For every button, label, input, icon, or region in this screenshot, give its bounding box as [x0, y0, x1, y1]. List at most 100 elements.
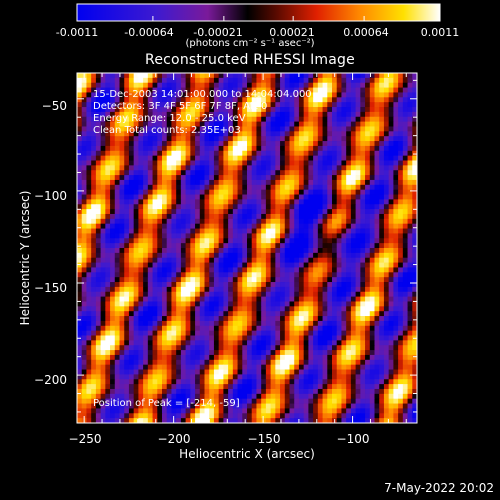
heatmap-cell — [308, 233, 314, 239]
heatmap-cell — [81, 262, 87, 268]
heatmap-cell — [185, 311, 191, 317]
heatmap-cell — [261, 335, 267, 341]
heatmap-cell — [369, 131, 375, 137]
heatmap-cell — [176, 301, 182, 307]
heatmap-cell — [350, 223, 357, 229]
heatmap-cell — [261, 189, 267, 195]
heatmap-cell — [379, 175, 385, 181]
heatmap-cell — [327, 243, 333, 249]
heatmap-cell — [133, 243, 139, 249]
heatmap-cell — [77, 155, 83, 161]
heatmap-cell — [251, 291, 257, 298]
heatmap-cell — [256, 316, 262, 322]
heatmap-cell — [143, 330, 149, 336]
heatmap-cell — [223, 306, 229, 312]
heatmap-cell — [100, 359, 106, 366]
heatmap-cell — [322, 267, 328, 273]
heatmap-cell — [143, 262, 149, 268]
heatmap-cell — [369, 286, 375, 293]
heatmap-cell — [166, 311, 172, 317]
heatmap-cell — [204, 286, 210, 293]
heatmap-cell — [280, 218, 286, 225]
heatmap-cell — [360, 145, 366, 152]
heatmap-cell — [213, 145, 220, 152]
heatmap-cell — [81, 184, 87, 191]
heatmap-cell — [365, 330, 371, 336]
heatmap-cell — [124, 262, 130, 268]
heatmap-cell — [270, 272, 276, 278]
heatmap-cell — [147, 126, 153, 132]
heatmap-cell — [247, 306, 253, 312]
heatmap-cell — [209, 384, 215, 390]
heatmap-cell — [350, 257, 357, 263]
heatmap-cell — [374, 364, 380, 370]
heatmap-cell — [128, 301, 135, 307]
heatmap-cell — [100, 131, 106, 137]
heatmap-cell — [228, 252, 234, 259]
heatmap-cell — [199, 199, 205, 205]
heatmap-cell — [185, 228, 191, 234]
heatmap-cell — [223, 194, 229, 200]
heatmap-cell — [176, 87, 182, 93]
heatmap-cell — [332, 92, 338, 98]
heatmap-cell — [195, 82, 201, 88]
heatmap-cell — [393, 316, 399, 322]
heatmap-cell — [209, 306, 215, 312]
heatmap-cell — [294, 87, 300, 93]
heatmap-cell — [412, 155, 417, 161]
heatmap-cell — [289, 350, 295, 356]
heatmap-cell — [247, 291, 253, 298]
heatmap-cell — [374, 170, 380, 176]
heatmap-cell — [77, 359, 83, 366]
heatmap-cell — [190, 340, 196, 346]
heatmap-cell — [190, 204, 196, 210]
heatmap-cell — [313, 340, 319, 346]
heatmap-cell — [261, 248, 267, 254]
heatmap-cell — [147, 233, 153, 239]
heatmap-cell — [100, 121, 106, 127]
heatmap-cell — [77, 82, 83, 88]
heatmap-cell — [195, 301, 201, 307]
heatmap-cell — [110, 77, 116, 84]
heatmap-cell — [218, 238, 224, 244]
heatmap-cell — [152, 316, 158, 322]
heatmap-cell — [176, 306, 182, 312]
heatmap-cell — [204, 311, 210, 317]
heatmap-cell — [147, 77, 153, 84]
heatmap-cell — [280, 102, 286, 108]
heatmap-cell — [110, 296, 116, 302]
heatmap-cell — [218, 170, 224, 176]
heatmap-cell — [242, 340, 248, 346]
heatmap-cell — [383, 252, 390, 259]
heatmap-cell — [398, 248, 404, 254]
heatmap-cell — [218, 291, 224, 298]
heatmap-cell — [388, 301, 394, 307]
heatmap-cell — [213, 243, 220, 249]
heatmap-cell — [242, 320, 248, 327]
heatmap-cell — [91, 345, 97, 351]
heatmap-cell — [110, 189, 116, 195]
heatmap-cell — [379, 301, 385, 307]
heatmap-cell — [124, 73, 130, 79]
heatmap-cell — [223, 267, 229, 273]
heatmap-cell — [265, 282, 272, 288]
heatmap-cell — [294, 243, 300, 249]
heatmap-cell — [308, 320, 314, 327]
heatmap-cell — [237, 267, 243, 273]
heatmap-cell — [346, 286, 352, 293]
heatmap-cell — [157, 316, 163, 322]
heatmap-cell — [341, 286, 347, 293]
heatmap-cell — [280, 257, 286, 263]
heatmap-cell — [332, 296, 338, 302]
heatmap-cell — [275, 238, 281, 244]
heatmap-cell — [152, 325, 158, 332]
heatmap-cell — [350, 248, 357, 254]
heatmap-cell — [124, 252, 130, 259]
heatmap-cell — [294, 272, 300, 278]
heatmap-cell — [180, 252, 187, 259]
heatmap-cell — [105, 141, 111, 147]
heatmap-cell — [336, 248, 342, 254]
heatmap-cell — [355, 179, 361, 186]
heatmap-cell — [294, 379, 300, 385]
heatmap-cell — [365, 155, 371, 161]
